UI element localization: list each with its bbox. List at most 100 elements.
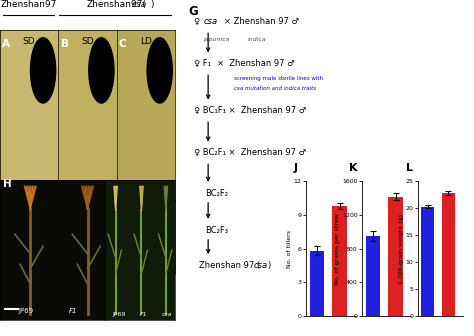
Text: ♀ F₁: ♀ F₁ xyxy=(194,59,211,68)
Text: indica: indica xyxy=(247,37,266,42)
Bar xyxy=(310,251,324,316)
Point xyxy=(41,230,49,236)
Text: SD: SD xyxy=(81,37,94,46)
Text: JP69: JP69 xyxy=(18,308,34,314)
Text: K: K xyxy=(349,163,358,173)
Point xyxy=(84,206,92,211)
Point xyxy=(136,222,144,227)
Point xyxy=(19,221,27,227)
Point xyxy=(165,202,173,207)
Point xyxy=(46,225,54,230)
Point xyxy=(27,263,34,268)
Point xyxy=(98,234,106,240)
Point xyxy=(12,251,20,256)
Point xyxy=(165,205,173,210)
Text: BC₂F₂: BC₂F₂ xyxy=(205,189,228,198)
Point xyxy=(150,220,157,225)
Point xyxy=(7,267,15,272)
Point xyxy=(129,247,137,252)
Point xyxy=(165,247,173,252)
Point xyxy=(103,250,111,256)
Point xyxy=(36,236,44,241)
Point xyxy=(158,241,165,247)
Y-axis label: 1,000-grain weight (g): 1,000-grain weight (g) xyxy=(399,214,404,284)
Point xyxy=(155,206,163,212)
Point xyxy=(142,212,149,217)
Point xyxy=(2,206,9,211)
Point xyxy=(140,206,148,211)
Point xyxy=(153,241,161,246)
Point xyxy=(36,254,44,259)
Y-axis label: No. of tillers: No. of tillers xyxy=(287,229,292,268)
Point xyxy=(147,204,155,209)
Point xyxy=(155,202,163,207)
Text: csa mutation and indica traits: csa mutation and indica traits xyxy=(234,86,316,90)
Point xyxy=(146,242,154,247)
Point xyxy=(141,256,148,261)
Point xyxy=(142,219,149,224)
Point xyxy=(6,261,14,266)
Point xyxy=(0,264,7,269)
Point xyxy=(36,217,44,222)
Point xyxy=(35,262,42,267)
Point xyxy=(41,220,49,225)
Text: F1: F1 xyxy=(69,308,78,314)
Text: BC₂F₃: BC₂F₃ xyxy=(205,226,228,235)
Point xyxy=(49,252,57,257)
Point xyxy=(16,254,23,260)
Point xyxy=(11,238,18,243)
Text: × Zhenshan 97 ♂: × Zhenshan 97 ♂ xyxy=(224,17,300,26)
Point xyxy=(164,216,172,222)
Point xyxy=(59,214,67,219)
Point xyxy=(116,236,124,241)
Point xyxy=(92,207,100,213)
Point xyxy=(168,240,176,245)
Point xyxy=(125,256,133,262)
Point xyxy=(165,230,173,236)
Text: A: A xyxy=(2,39,10,49)
Point xyxy=(167,236,174,242)
Point xyxy=(156,201,164,206)
Point xyxy=(24,256,31,261)
Point xyxy=(46,246,54,251)
Text: ): ) xyxy=(267,261,271,270)
Point xyxy=(19,254,27,259)
Point xyxy=(137,253,145,258)
Point xyxy=(155,261,163,267)
Ellipse shape xyxy=(147,38,172,103)
Point xyxy=(0,202,7,207)
Point xyxy=(118,252,126,258)
Point xyxy=(160,226,167,232)
Point xyxy=(138,228,146,234)
Point xyxy=(64,246,72,251)
Point xyxy=(151,247,158,253)
Point xyxy=(72,247,80,253)
Point xyxy=(8,252,16,257)
Point xyxy=(15,258,23,263)
Point xyxy=(4,254,12,259)
Text: ): ) xyxy=(150,0,154,9)
Bar xyxy=(332,206,347,316)
Point xyxy=(167,209,174,215)
Bar xyxy=(442,193,455,316)
Point xyxy=(133,236,140,242)
Text: F1: F1 xyxy=(140,312,147,317)
Text: Zhenshan97: Zhenshan97 xyxy=(1,0,57,9)
Point xyxy=(10,214,18,219)
Point xyxy=(153,255,161,260)
Point xyxy=(152,254,160,259)
Point xyxy=(49,216,56,222)
Point xyxy=(52,241,59,246)
Point xyxy=(4,263,11,269)
Point xyxy=(151,256,159,261)
Point xyxy=(80,224,87,229)
Point xyxy=(8,208,15,213)
Point xyxy=(162,210,169,215)
Point xyxy=(37,202,45,208)
Point xyxy=(165,220,173,225)
Point xyxy=(43,210,51,216)
Point xyxy=(51,203,58,208)
Point xyxy=(119,220,127,225)
Point xyxy=(33,239,41,244)
Ellipse shape xyxy=(30,38,55,103)
